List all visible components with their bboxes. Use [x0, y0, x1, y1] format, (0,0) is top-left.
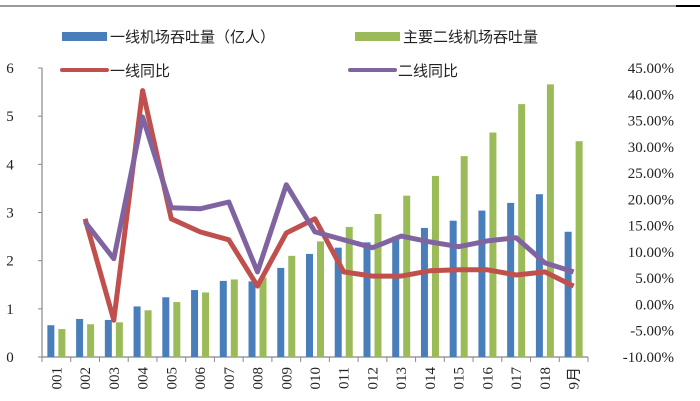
x-tick-label: 002 [78, 367, 94, 390]
x-tick-label: 9月 [567, 367, 583, 390]
bar-tier1 [535, 194, 543, 357]
right-tick-label: 20.00% [628, 192, 674, 208]
bar-tier1 [449, 220, 457, 357]
right-tick-label: 45.00% [628, 61, 674, 77]
x-tick-label: 016 [480, 366, 496, 389]
right-tick-label: -10.00% [623, 350, 674, 366]
legend-label: 一线同比 [110, 62, 170, 80]
bar-tier1 [363, 242, 371, 357]
bar-tier2 [259, 277, 267, 357]
x-tick-label: 010 [308, 367, 324, 390]
right-tick-label: 10.00% [628, 245, 674, 261]
x-tick-label: 003 [107, 367, 123, 390]
bar-tier1 [219, 280, 227, 357]
x-tick-label: 001 [49, 367, 65, 390]
bar-tier1 [76, 318, 84, 357]
bar-tier2 [431, 175, 439, 357]
x-tick-label: 015 [452, 367, 468, 390]
bar-tier1 [104, 319, 112, 357]
right-tick-label: 25.00% [628, 166, 674, 182]
bar-tier2 [173, 302, 181, 357]
legend-swatch [355, 32, 400, 41]
x-tick-label: 018 [538, 367, 554, 390]
bar-tier1 [478, 210, 486, 357]
right-tick-label: 30.00% [628, 140, 674, 156]
bar-tier2 [489, 132, 497, 357]
bar-tier2 [115, 322, 123, 357]
right-tick-label: 40.00% [628, 87, 674, 103]
x-tick-label: 014 [423, 367, 439, 390]
bar-tier2 [345, 226, 353, 357]
bar-tier2 [230, 279, 238, 357]
right-tick-label: 35.00% [628, 114, 674, 130]
right-tick-label: 0.00% [635, 297, 674, 313]
line-tier2-yoy [83, 114, 575, 275]
bar-tier2 [460, 156, 468, 357]
bar-tier2 [317, 241, 324, 357]
left-tick-label: 6 [6, 61, 14, 77]
x-tick-label: 017 [509, 367, 525, 390]
bar-tier1 [47, 325, 55, 357]
bar-tier1 [507, 202, 515, 357]
legend-swatch [62, 32, 107, 41]
bar-tier2 [546, 84, 554, 358]
left-tick-label: 3 [6, 206, 14, 222]
x-tick-label: 012 [365, 367, 381, 390]
bar-tier1 [277, 267, 285, 357]
x-tick-label: 006 [193, 367, 209, 390]
legend-label: 二线同比 [398, 62, 458, 80]
x-tick-label: 008 [251, 367, 267, 390]
bar-tier2 [87, 324, 95, 357]
bar-tier2 [58, 329, 66, 357]
bar-tier2 [518, 104, 526, 357]
bar-tier2 [202, 292, 210, 357]
bar-tier1 [334, 247, 342, 357]
x-tick-label: 011 [337, 367, 353, 389]
left-tick-label: 0 [6, 350, 14, 366]
x-tick-label: 009 [279, 367, 295, 390]
bar-tier1 [191, 290, 199, 357]
line-tier1-yoy [82, 88, 575, 323]
right-tick-label: -5.00% [630, 324, 674, 340]
left-tick-label: 1 [6, 302, 14, 318]
x-tick-label: 007 [222, 367, 238, 390]
bar-tier1 [162, 297, 170, 357]
x-tick-label: 005 [164, 367, 180, 390]
x-tick-label: 004 [136, 367, 152, 390]
bar-tier1 [248, 281, 256, 357]
x-tick-label: 013 [394, 367, 410, 390]
left-tick-label: 5 [6, 109, 14, 125]
bar-tier1 [420, 227, 428, 357]
bar-tier2 [144, 310, 152, 357]
left-tick-label: 4 [6, 157, 14, 173]
bar-tier1 [564, 231, 572, 357]
bar-tier2 [288, 255, 296, 357]
right-tick-label: 5.00% [635, 271, 674, 287]
left-tick-label: 2 [6, 254, 14, 270]
bar-tier1 [392, 236, 400, 357]
bar-tier1 [306, 253, 313, 357]
bar-tier2 [575, 141, 583, 357]
right-tick-label: 15.00% [628, 219, 674, 235]
bar-tier1 [133, 306, 141, 357]
legend-label: 主要二线机场吞吐量 [403, 28, 538, 46]
bar-tier2 [374, 213, 382, 357]
legend-label: 一线机场吞吐量（亿人） [110, 28, 275, 46]
